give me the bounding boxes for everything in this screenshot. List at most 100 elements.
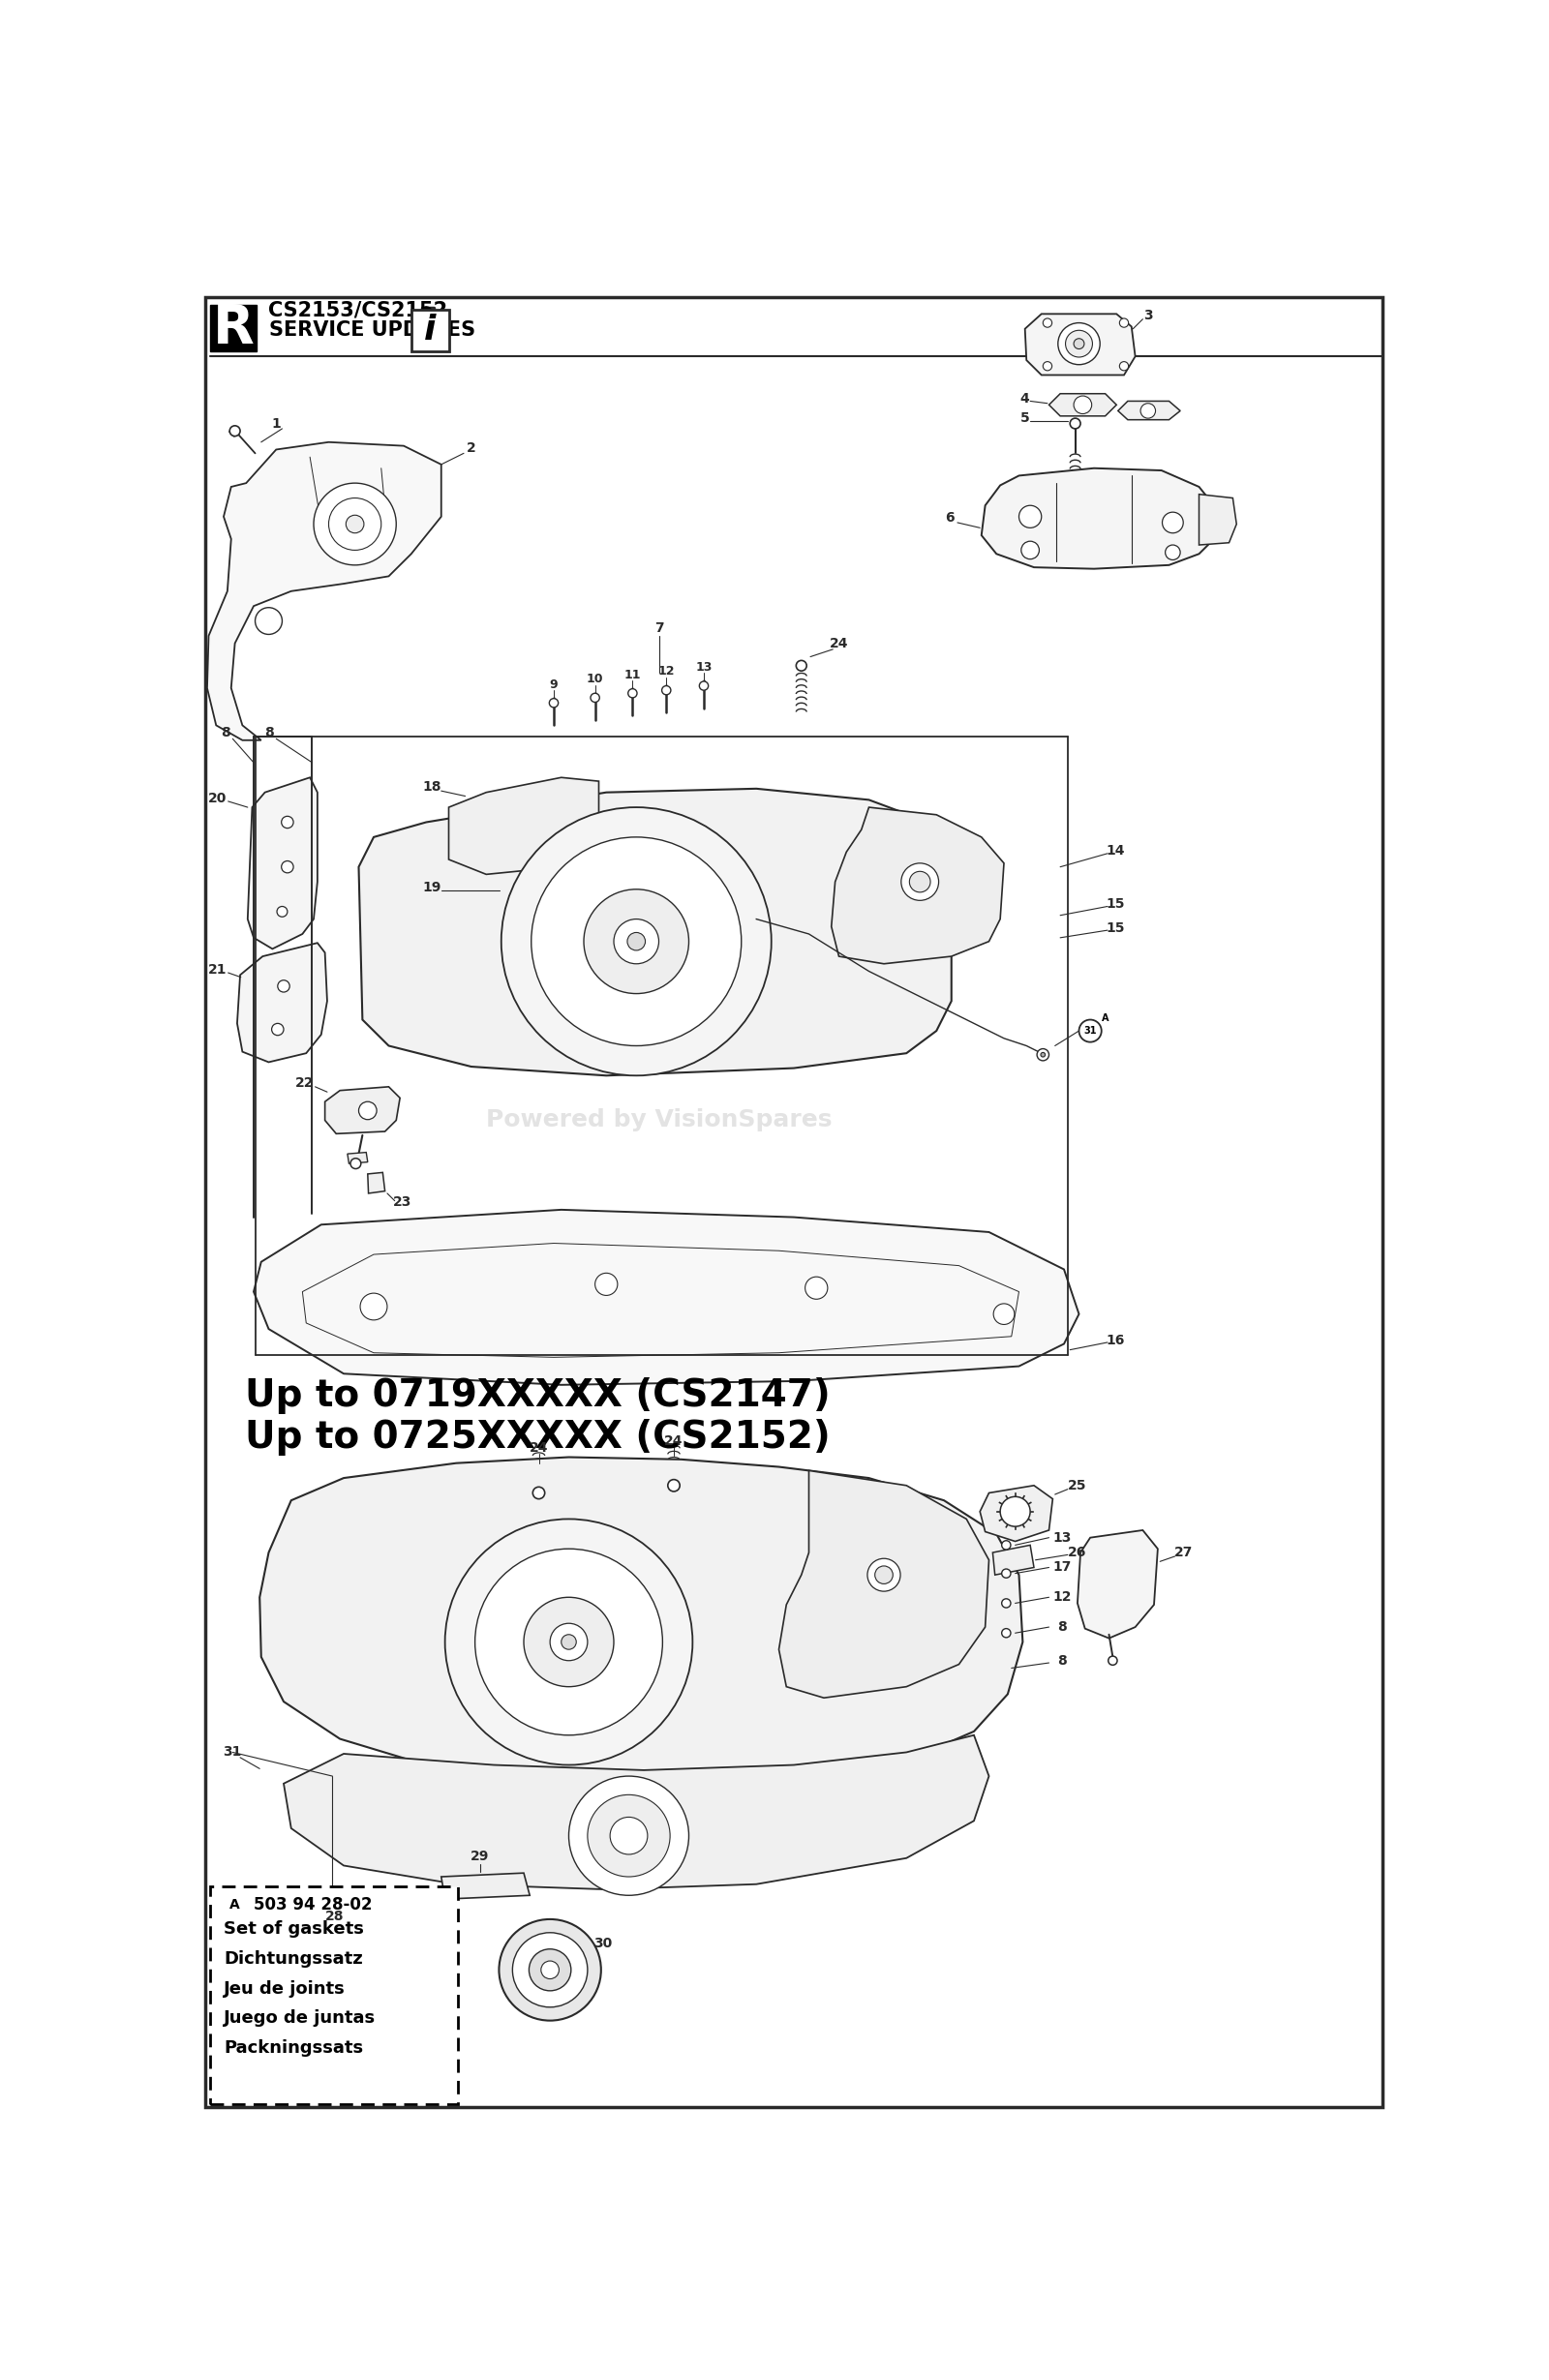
Circle shape [1162,512,1183,533]
Circle shape [875,1566,892,1583]
Text: Jeu de joints: Jeu de joints [223,1980,345,1997]
Circle shape [627,688,637,697]
Polygon shape [359,788,951,1076]
Circle shape [1002,1628,1010,1637]
Text: Up to 0725XXXXX (CS2152): Up to 0725XXXXX (CS2152) [245,1418,830,1457]
Circle shape [1165,545,1180,559]
Text: 6: 6 [945,512,954,526]
Bar [211,1887,459,2104]
Circle shape [1070,419,1081,428]
Circle shape [359,1102,376,1119]
Circle shape [550,697,558,707]
Circle shape [668,1480,680,1492]
Text: 22: 22 [296,1076,314,1090]
Text: 21: 21 [208,964,228,976]
Text: 15: 15 [1106,921,1125,935]
Text: 23: 23 [393,1195,412,1209]
Text: 25: 25 [1069,1478,1087,1492]
Text: 20: 20 [208,793,228,804]
Text: 30: 30 [593,1937,612,1952]
Circle shape [524,1597,613,1687]
Polygon shape [982,469,1214,569]
Polygon shape [441,1873,530,1899]
Circle shape [282,862,293,873]
Circle shape [1120,319,1129,328]
Circle shape [530,1949,572,1990]
Text: 13: 13 [696,662,713,674]
Text: 14: 14 [1106,845,1125,857]
Circle shape [1041,1052,1046,1057]
Circle shape [1019,505,1041,528]
Text: 27: 27 [1174,1545,1193,1559]
Circle shape [867,1559,900,1592]
Polygon shape [1118,402,1180,419]
Bar [410,309,449,352]
Polygon shape [1049,393,1117,416]
Circle shape [595,1273,618,1295]
Text: 12: 12 [658,666,675,678]
Text: A: A [1101,1014,1109,1023]
Circle shape [1080,1019,1101,1042]
Text: 1: 1 [271,416,280,431]
Polygon shape [248,778,318,950]
Circle shape [1066,331,1092,357]
Circle shape [499,1918,601,2021]
Text: 7: 7 [654,621,663,635]
Text: i: i [424,314,435,347]
Polygon shape [237,942,327,1061]
Circle shape [328,497,381,550]
Circle shape [502,807,771,1076]
Text: Set of gaskets: Set of gaskets [223,1921,364,1937]
Text: 18: 18 [423,781,441,793]
Circle shape [282,816,293,828]
Text: Powered by VisionSpares: Powered by VisionSpares [486,1109,832,1133]
Circle shape [350,1159,361,1169]
Text: 16: 16 [1106,1333,1125,1347]
Circle shape [699,681,708,690]
Polygon shape [993,1545,1035,1576]
Polygon shape [832,807,1004,964]
Circle shape [568,1775,689,1894]
Circle shape [627,933,646,950]
Circle shape [610,1816,647,1854]
Polygon shape [981,1485,1053,1542]
Circle shape [345,514,364,533]
Text: A: A [229,1897,240,1911]
Text: 15: 15 [1106,897,1125,912]
Circle shape [445,1518,692,1766]
Circle shape [1002,1540,1010,1549]
Text: 4: 4 [1021,393,1030,405]
Circle shape [256,607,282,635]
Polygon shape [1025,314,1135,376]
Text: Dichtungssatz: Dichtungssatz [223,1949,362,1968]
Text: Up to 0719XXXXX (CS2147): Up to 0719XXXXX (CS2147) [245,1378,830,1414]
Circle shape [561,1635,576,1649]
Circle shape [1002,1599,1010,1609]
Text: 2: 2 [466,440,476,455]
Circle shape [909,871,931,892]
Text: 8: 8 [1058,1654,1067,1668]
Text: 29: 29 [471,1849,489,1864]
Text: Juego de juntas: Juego de juntas [223,2009,376,2028]
Text: CS2153/CS2152: CS2153/CS2152 [268,300,448,319]
Polygon shape [779,1471,988,1697]
Circle shape [513,1933,587,2006]
Circle shape [531,838,742,1045]
Circle shape [277,981,290,992]
Circle shape [1120,362,1129,371]
Circle shape [661,685,671,695]
Circle shape [361,1292,387,1321]
Circle shape [476,1549,663,1735]
Circle shape [313,483,397,564]
Text: 3: 3 [1143,309,1152,321]
Circle shape [584,890,689,992]
Circle shape [993,1304,1015,1326]
Text: 31: 31 [223,1745,242,1759]
Polygon shape [1078,1530,1157,1637]
Text: 9: 9 [550,678,558,690]
Text: 503 94 28-02: 503 94 28-02 [254,1894,372,1914]
Text: SERVICE UPDATES: SERVICE UPDATES [268,321,476,340]
Text: 26: 26 [1069,1545,1087,1559]
Polygon shape [283,1735,988,1890]
Circle shape [277,907,288,916]
